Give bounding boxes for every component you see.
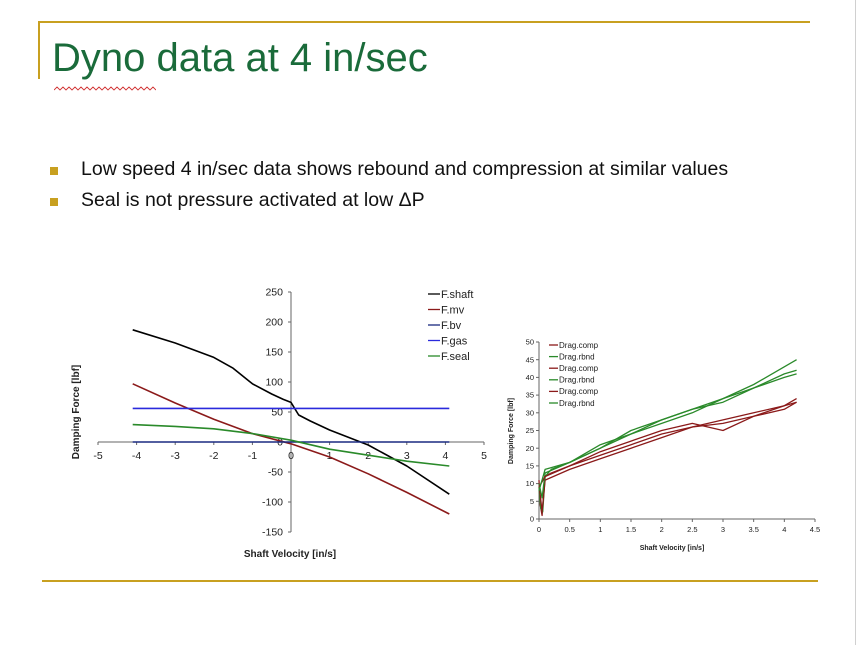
y-tick-label: 10 (526, 479, 534, 488)
legend-label: F.bv (441, 320, 462, 332)
legend-label: F.mv (441, 304, 465, 316)
bullet-marker (50, 198, 58, 206)
x-tick-label: 4 (442, 450, 448, 462)
top-rule (38, 21, 810, 23)
bullet-item: Low speed 4 in/sec data shows rebound an… (50, 158, 770, 181)
x-tick-label: 0 (537, 525, 541, 534)
y-tick-label: 250 (265, 287, 283, 299)
y-tick-label: 35 (526, 391, 534, 400)
series-line-drag-comp (538, 398, 797, 488)
y-tick-label: 5 (530, 497, 534, 506)
legend-label: Drag.comp (559, 341, 599, 350)
y-tick-label: 100 (265, 377, 283, 389)
y-tick-label: -150 (262, 527, 283, 539)
x-tick-label: -2 (209, 450, 218, 462)
y-tick-label: -50 (268, 467, 283, 479)
x-tick-label: 1 (327, 450, 333, 462)
legend-label: Drag.comp (559, 364, 599, 373)
y-tick-label: 50 (526, 338, 534, 347)
y-axis-label: Damping Force [lbf] (508, 398, 515, 464)
y-tick-label: 25 (526, 426, 534, 435)
y-axis-label: Damping Force [lbf] (71, 365, 82, 459)
y-tick-label: 150 (265, 347, 283, 359)
y-tick-label: 200 (265, 317, 283, 329)
x-axis-label: Shaft Velocity [in/s] (244, 549, 336, 560)
series-line-drag-comp (538, 401, 797, 513)
series-line-f-seal (132, 423, 450, 467)
x-tick-label: -4 (132, 450, 141, 462)
legend-label: Drag.rbnd (559, 352, 595, 361)
y-tick-label: 20 (526, 444, 534, 453)
x-tick-label: -1 (248, 450, 257, 462)
bullet-list: Low speed 4 in/sec data shows rebound an… (50, 158, 770, 220)
legend-label: F.shaft (441, 289, 473, 301)
bullet-item: Seal is not pressure activated at low ΔP (50, 189, 770, 212)
bullet-text: Seal is not pressure activated at low ΔP (81, 189, 425, 211)
x-tick-label: 4 (782, 525, 786, 534)
x-tick-label: 1.5 (626, 525, 636, 534)
bullet-marker (50, 167, 58, 175)
x-tick-label: 2 (660, 525, 664, 534)
bottom-rule (42, 580, 818, 582)
x-tick-label: -5 (93, 450, 102, 462)
x-axis-label: Shaft Velocity [in/s] (640, 545, 705, 552)
x-tick-label: 0.5 (564, 525, 574, 534)
x-tick-label: 3 (404, 450, 410, 462)
y-tick-label: -100 (262, 497, 283, 509)
legend-label: F.gas (441, 335, 468, 347)
frame-edge (855, 0, 856, 645)
x-tick-label: 4.5 (810, 525, 820, 534)
x-tick-label: 1 (598, 525, 602, 534)
legend-label: Drag.rbnd (559, 399, 595, 408)
left-rule (38, 21, 40, 79)
x-tick-label: -3 (171, 450, 180, 462)
x-tick-label: 3 (721, 525, 725, 534)
legend-label: Drag.comp (559, 387, 599, 396)
y-tick-label: 0 (530, 515, 534, 524)
bullet-text: Low speed 4 in/sec data shows rebound an… (81, 158, 729, 180)
x-tick-label: 2.5 (687, 525, 697, 534)
slide-title: Dyno data at 4 in/sec (52, 36, 428, 80)
legend-label: Drag.rbnd (559, 376, 595, 385)
y-tick-label: 50 (271, 407, 283, 419)
x-tick-label: 0 (288, 450, 294, 462)
y-tick-label: 15 (526, 462, 534, 471)
legend-label: F.seal (441, 351, 470, 363)
spellcheck-squiggle (54, 86, 156, 91)
series-line-drag-rbnd (538, 373, 797, 491)
y-tick-label: 40 (526, 373, 534, 382)
y-tick-label: 30 (526, 408, 534, 417)
y-tick-label: 45 (526, 355, 534, 364)
x-tick-label: 3.5 (748, 525, 758, 534)
x-tick-label: 5 (481, 450, 487, 462)
